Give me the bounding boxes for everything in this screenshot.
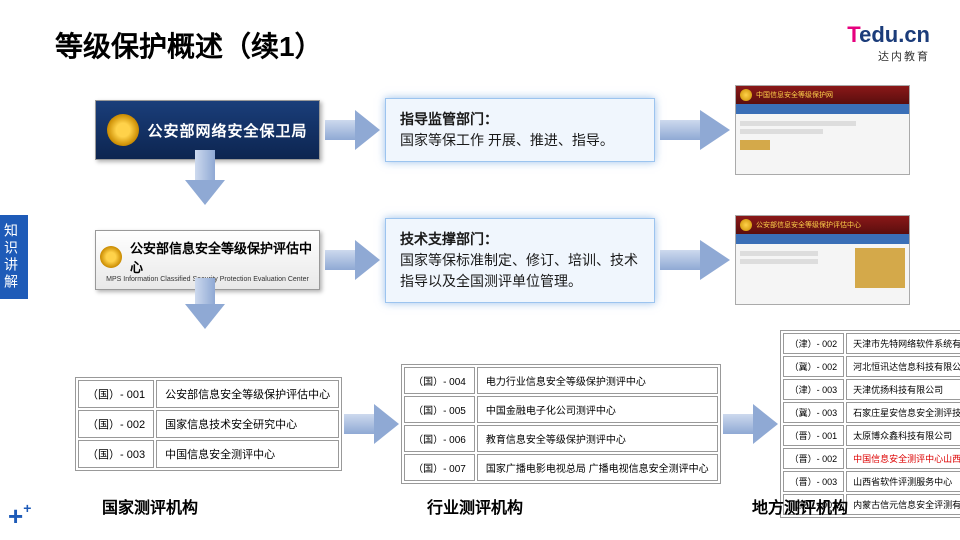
table-row: （国）- 004电力行业信息安全等级保护测评中心 (404, 367, 718, 394)
table-row: （津）- 002天津市先特网络软件系统有限公司 (783, 333, 960, 354)
emblem-icon (107, 114, 139, 146)
screenshot-djbh-site: 中国信息安全等级保护网 (735, 85, 910, 175)
category-labels: 国家测评机构 行业测评机构 地方测评机构 (0, 494, 960, 518)
page-title: 等级保护概述（续1） (55, 25, 323, 65)
arrow-right-icon (660, 106, 730, 154)
table-row: （晋）- 002中国信息安全测评中心山西测评中心 (783, 448, 960, 469)
table-industry: （国）- 004电力行业信息安全等级保护测评中心（国）- 005中国金融电子化公… (401, 364, 721, 484)
emblem-icon (740, 89, 752, 101)
arrow-right-icon (325, 240, 380, 280)
table-row: （国）- 002国家信息技术安全研究中心 (78, 410, 339, 438)
side-tab: 知识讲解 (0, 215, 28, 299)
table-row: （津）- 003天津优扬科技有限公司 (783, 379, 960, 400)
table-row: （国）- 001公安部信息安全等级保护评估中心 (78, 380, 339, 408)
row-agencies: （国）- 001公安部信息安全等级保护评估中心（国）- 002国家信息技术安全研… (75, 330, 960, 518)
table-row: （国）- 007国家广播电影电视总局 广播电视信息安全测评中心 (404, 454, 718, 481)
table-row: （晋）- 003山西省软件评测服务中心 (783, 471, 960, 492)
info-technical: 技术支撑部门： 国家等保标准制定、修订、培训、技术指导以及全国测评单位管理。 (385, 218, 655, 303)
arrow-down-icon (185, 278, 225, 328)
table-row: （冀）- 003石家庄星安信息安全测评技术有限公司 (783, 402, 960, 423)
table-national: （国）- 001公安部信息安全等级保护评估中心（国）- 002国家信息技术安全研… (75, 377, 342, 471)
emblem-icon (100, 246, 122, 268)
brand-logo: Tedu.cn 达内教育 (847, 22, 930, 64)
arrow-right-icon (325, 110, 380, 150)
arrow-right-icon (723, 404, 778, 444)
arrow-right-icon (344, 404, 399, 444)
table-row: （国）- 005中国金融电子化公司测评中心 (404, 396, 718, 423)
table-row: （冀）- 002河北恒讯达信息科技有限公司 (783, 356, 960, 377)
table-row: （晋）- 001太原博众鑫科技有限公司 (783, 425, 960, 446)
table-row: （国）- 003中国信息安全测评中心 (78, 440, 339, 468)
arrow-right-icon (660, 236, 730, 284)
table-row: （国）- 006教育信息安全等级保护测评中心 (404, 425, 718, 452)
corner-decoration-icon: ++ (8, 501, 31, 532)
table-local: （津）- 002天津市先特网络软件系统有限公司（冀）- 002河北恒讯达信息科技… (780, 330, 960, 518)
arrow-down-icon (185, 150, 225, 205)
screenshot-mps-site: 公安部信息安全等级保护评估中心 (735, 215, 910, 305)
emblem-icon (740, 219, 752, 231)
info-supervision: 指导监管部门： 国家等保工作 开展、推进、指导。 (385, 98, 655, 162)
